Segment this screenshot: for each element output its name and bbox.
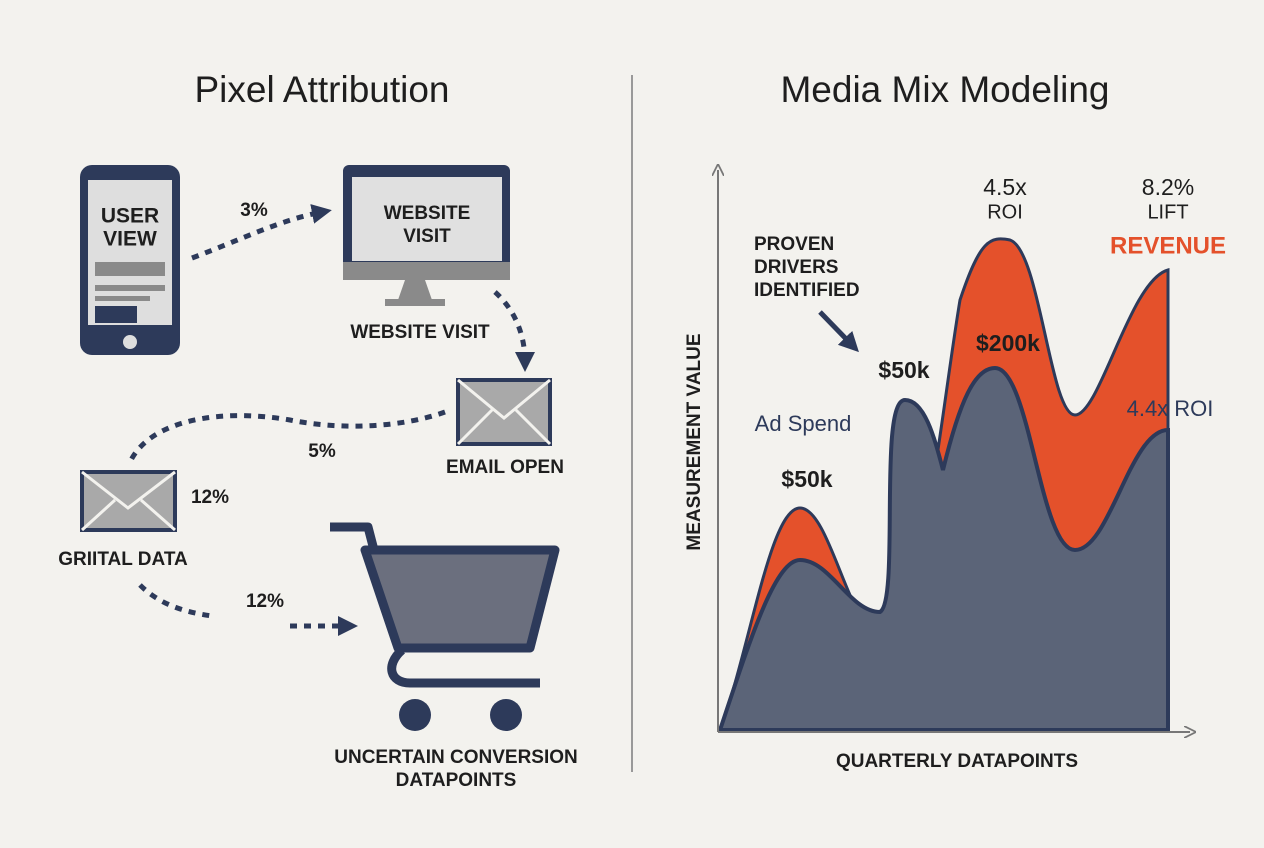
annotation: $50k xyxy=(781,466,832,492)
phone-label: VIEW xyxy=(103,228,157,251)
title: Pixel Attribution xyxy=(194,69,449,110)
envelope xyxy=(80,470,177,532)
edge xyxy=(493,290,535,372)
roi-label: ROI xyxy=(987,201,1023,223)
edge-label: 12% xyxy=(191,487,229,508)
annotation: $50k xyxy=(878,357,929,383)
x-axis-label: QUARTERLY DATAPOINTS xyxy=(836,751,1078,772)
y-axis-label: MEASUREMENT VALUE xyxy=(684,333,705,550)
annotation: $200k xyxy=(976,330,1040,356)
roi-label: 4.5x xyxy=(983,174,1027,200)
callout-arrow xyxy=(818,310,859,353)
edge xyxy=(191,204,332,261)
revenue-label: REVENUE xyxy=(1110,232,1226,259)
title: Media Mix Modeling xyxy=(780,69,1109,110)
edge-label: 3% xyxy=(240,200,268,221)
cart-label: DATAPOINTS xyxy=(396,770,517,791)
phone xyxy=(80,165,180,355)
cart xyxy=(330,522,560,731)
phone-label: USER xyxy=(101,205,159,228)
monitor-label: VISIT xyxy=(403,226,451,247)
edge xyxy=(127,409,446,464)
edge-label: 12% xyxy=(246,591,284,612)
callout: IDENTIFIED xyxy=(754,280,860,301)
lift-label: LIFT xyxy=(1147,201,1188,223)
monitor-label: WEBSITE xyxy=(384,203,471,224)
cart-label: UNCERTAIN CONVERSION xyxy=(334,747,578,768)
annotation: Ad Spend xyxy=(755,411,852,436)
edge xyxy=(138,583,213,619)
annotation: 4.4x ROI xyxy=(1127,396,1214,421)
node-label: EMAIL OPEN xyxy=(446,457,564,478)
edge-label: 5% xyxy=(308,441,336,462)
callout: DRIVERS xyxy=(754,257,838,278)
envelope xyxy=(456,378,552,446)
node-label: WEBSITE VISIT xyxy=(350,322,490,343)
monitor xyxy=(343,165,510,306)
node-label: GRIITAL DATA xyxy=(58,549,188,570)
lift-label: 8.2% xyxy=(1142,174,1194,200)
ad-spend-area xyxy=(717,365,1170,732)
callout: PROVEN xyxy=(754,234,834,255)
